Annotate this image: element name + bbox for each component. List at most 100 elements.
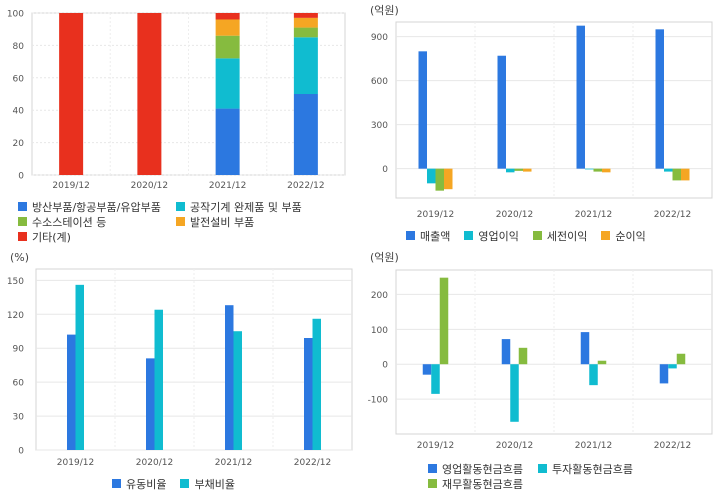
cashflow-chart-panel: (억원) -100 0 100 200 2019/12 2020/12 2021/12 2022… [360, 248, 720, 496]
y-tick-label: -100 [368, 396, 389, 406]
bar-segment [293, 94, 318, 175]
bar [518, 347, 528, 365]
bar [439, 277, 449, 365]
bar [514, 168, 523, 171]
legend-item-net-income[interactable]: 순이익 [601, 228, 646, 243]
legend-item-operating-cf[interactable]: 영업활동현금흐름 [428, 461, 538, 476]
legend-swatch [18, 202, 27, 211]
legend-item-hydrogen-station[interactable]: 수소스테이션 등 [18, 214, 176, 229]
y-tick-label: 80 [13, 42, 25, 52]
y-tick-label: 0 [382, 165, 388, 175]
y-tick-label: 900 [371, 33, 388, 43]
bar-segment [215, 58, 240, 109]
legend-label: 유동비율 [126, 477, 167, 491]
bar [589, 364, 598, 386]
legend-item-machine-tools[interactable]: 공작기계 완제품 및 부품 [176, 199, 302, 214]
x-tick-label: 2020/12 [136, 458, 173, 468]
legend-label: 투자활동현금흐름 [552, 462, 633, 476]
bar-segment [215, 35, 240, 59]
legend-item-sales[interactable]: 매출액 [406, 228, 450, 243]
bar-segment [137, 13, 162, 175]
legend-label: 순이익 [615, 229, 646, 243]
y-tick-label: 40 [13, 107, 25, 117]
legend-swatch [112, 479, 121, 488]
bar [418, 51, 427, 169]
legend-swatch [180, 479, 190, 488]
legend-label: 부채비율 [194, 477, 235, 491]
bar [431, 364, 440, 394]
y-tick-label: 150 [7, 277, 24, 287]
legend-label: 공작기계 완제품 및 부품 [190, 200, 302, 214]
bar [593, 168, 602, 172]
bar [585, 168, 594, 170]
bar [659, 364, 669, 384]
legend-item-defense-parts[interactable]: 방산부품/항공부품/유압부품 [18, 199, 176, 214]
legend-item-power-parts[interactable]: 발전설비 부품 [176, 214, 254, 229]
bar-segment [215, 13, 240, 20]
legend-item-financing-cf[interactable]: 재무활동현금흐름 [428, 476, 523, 491]
legend-item-current-ratio[interactable]: 유동비율 [112, 476, 166, 491]
legend-item-operating-income[interactable]: 영업이익 [464, 228, 519, 243]
bar [304, 338, 313, 450]
bar [664, 168, 673, 172]
bar [676, 353, 686, 365]
bar [497, 55, 506, 169]
y-tick-label: 300 [371, 121, 388, 131]
legend-swatch [532, 231, 542, 240]
cashflow-legend: 영업활동현금흐름 투자활동현금흐름 재무활동현금흐름 [428, 461, 718, 491]
y-tick-label: 0 [18, 447, 24, 457]
y-tick-label: 0 [382, 361, 388, 371]
bar [501, 339, 511, 365]
income-chart: (억원) 0 300 600 900 2019/12 2020/12 2021/12 2022/… [370, 4, 713, 220]
legend-item-debt-ratio[interactable]: 부채비율 [180, 476, 235, 491]
bar [681, 168, 690, 181]
legend-label: 세전이익 [546, 229, 588, 243]
legend-item-investing-cf[interactable]: 투자활동현금흐름 [538, 461, 633, 476]
x-tick-label: 2020/12 [496, 441, 533, 451]
x-tick-label: 2020/12 [496, 210, 533, 220]
bar [655, 29, 664, 169]
x-tick-label: 2019/12 [417, 441, 454, 451]
legend-item-other[interactable]: 기타(계) [18, 229, 71, 244]
legend-swatch [428, 479, 437, 488]
cashflow-chart: (억원) -100 0 100 200 2019/12 2020/12 2021/12 2022… [368, 251, 713, 451]
income-chart-panel: (억원) 0 300 600 900 2019/12 2020/12 2021/12 2022/… [360, 0, 720, 248]
legend-label: 영업활동현금흐름 [442, 462, 523, 476]
ratio-chart: (%) 0 30 60 90 120 150 2019/12 2020/12 2021/12 202… [7, 251, 353, 468]
bar-segment [293, 27, 318, 38]
x-tick-label: 2022/12 [287, 181, 324, 191]
income-legend: 매출액 영업이익 세전이익 순이익 [406, 228, 716, 243]
bar [312, 318, 321, 450]
y-tick-label: 100 [7, 10, 24, 20]
bar-segment [59, 13, 84, 175]
y-tick-label: 200 [371, 291, 388, 301]
y-tick-label: 100 [371, 326, 388, 336]
x-tick-label: 2019/12 [57, 458, 94, 468]
legend-label: 발전설비 부품 [190, 215, 255, 229]
bar [510, 364, 519, 422]
y-tick-label: 20 [13, 139, 25, 149]
x-tick-label: 2022/12 [294, 458, 331, 468]
bar [233, 331, 242, 450]
x-tick-label: 2022/12 [654, 441, 691, 451]
bar [225, 305, 234, 450]
bar-segment [293, 13, 318, 18]
legend-swatch [428, 464, 437, 473]
bar [668, 364, 677, 369]
composition-chart-panel: 0 20 40 60 80 100 2019/12 2020/12 2021/12 2022/12… [0, 0, 360, 248]
bar [146, 358, 155, 450]
legend-swatch [464, 231, 474, 240]
x-tick-label: 2021/12 [209, 181, 246, 191]
bar [602, 168, 611, 173]
legend-swatch [601, 231, 611, 240]
bar-segment [293, 37, 318, 94]
bar-segment [215, 19, 240, 36]
legend-item-pretax-income[interactable]: 세전이익 [532, 228, 588, 243]
unit-label: (억원) [370, 4, 399, 17]
bar [576, 25, 585, 169]
y-tick-label: 0 [18, 172, 24, 182]
bar [580, 332, 590, 365]
y-tick-label: 120 [7, 311, 24, 321]
x-tick-label: 2020/12 [131, 181, 168, 191]
bar [597, 360, 607, 365]
